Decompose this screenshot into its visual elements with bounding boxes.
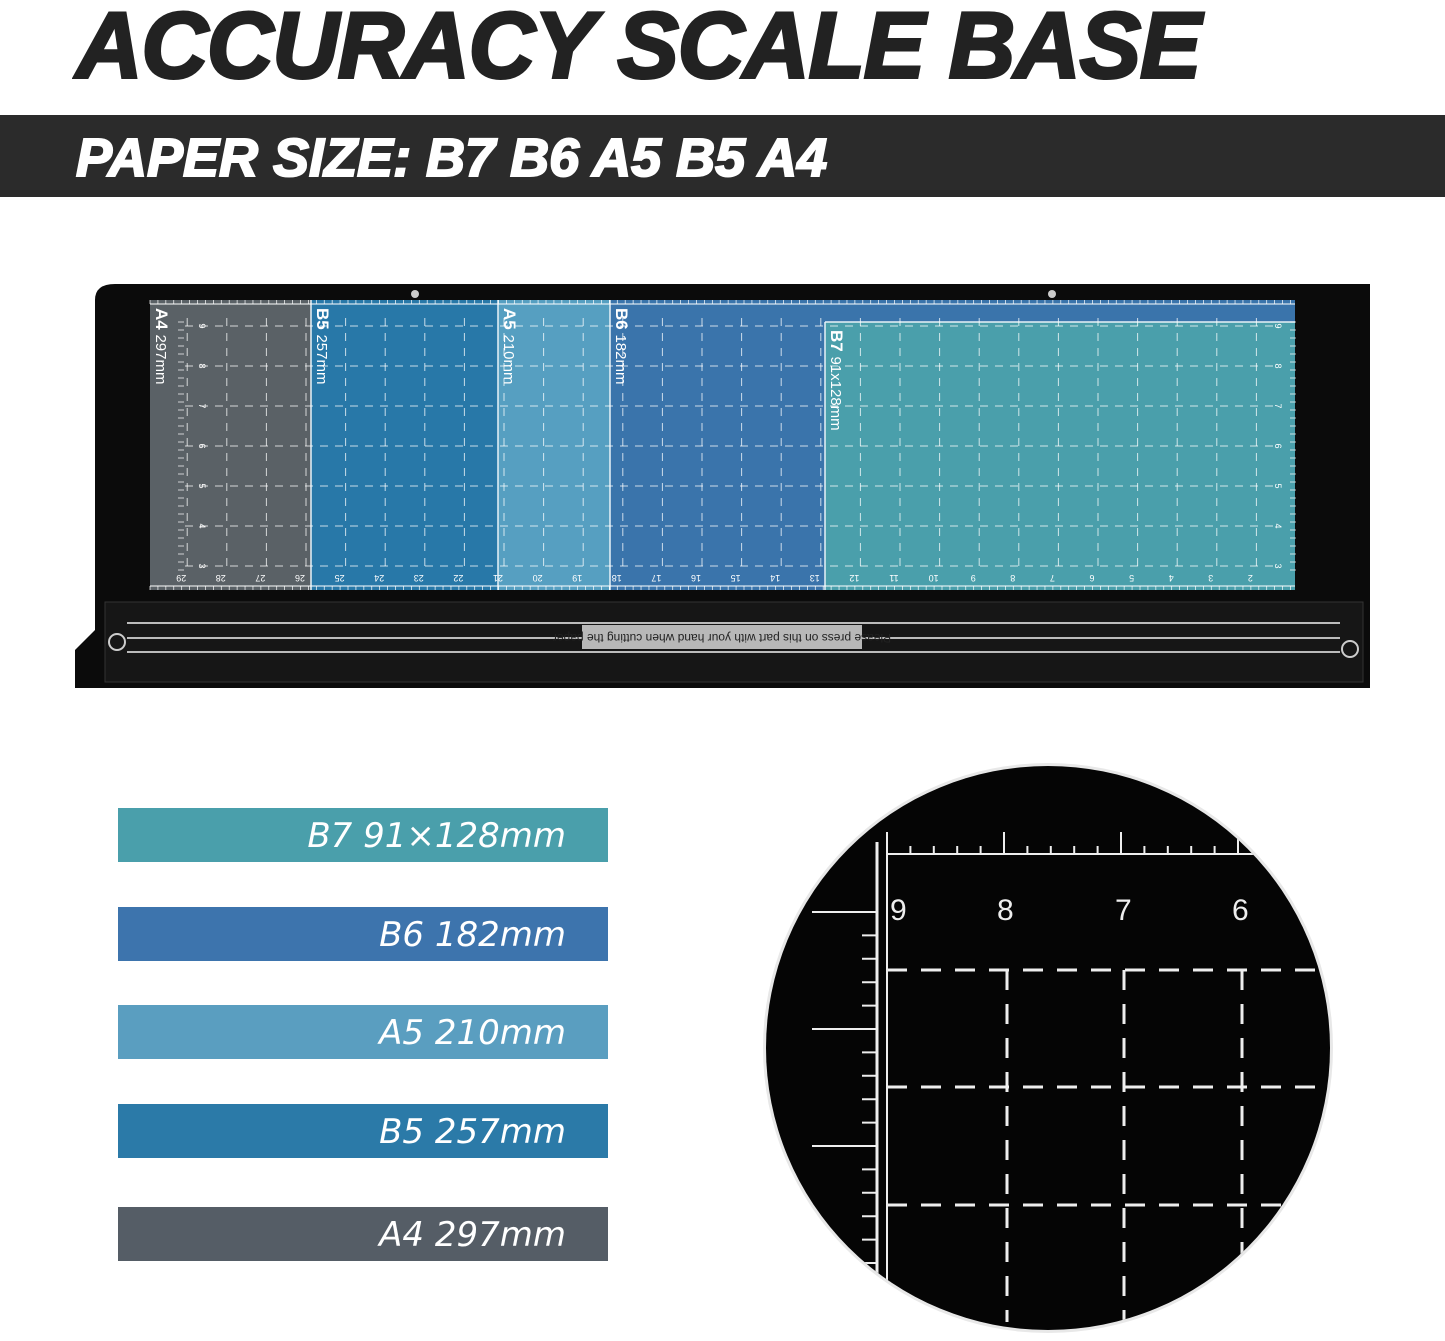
side-scale-label: 3 [197, 563, 207, 568]
side-scale-label: 5 [197, 483, 207, 488]
screw-icon [1341, 640, 1359, 658]
subtitle-band: PAPER SIZE: B7 B6 A5 B5 A4 [0, 115, 1445, 197]
legend-b6: B6 182mm [118, 907, 608, 961]
ruler-scale: 29 28 27 26 25 24 23 22 21 20 19 18 17 16 15 14 13 12 11 10… [149, 300, 1296, 590]
side-scale-label: 7 [1273, 403, 1283, 408]
ruler-tick-label: 24 [374, 573, 384, 583]
paper-size-sections [150, 300, 1295, 590]
side-scale-label: 9 [197, 323, 207, 328]
ruler-tick-label: 2 [1248, 573, 1253, 583]
legend-a5: A5 210mm [118, 1005, 608, 1059]
paper-size-heading: PAPER SIZE: B7 B6 A5 B5 A4 [75, 127, 828, 189]
ruler-tick-label: 23 [414, 573, 424, 583]
section-label-b7: B7 91x128mm [827, 330, 846, 431]
ruler-tick-label: 28 [216, 573, 226, 583]
ruler-tick-label: 12 [849, 573, 859, 583]
ruler-tick-label: 6 [1089, 573, 1094, 583]
ruler-tick-label: 8 [1010, 573, 1015, 583]
side-scale-label: 4 [1273, 523, 1283, 528]
legend-b7: B7 91×128mm [118, 808, 608, 862]
screw-icon [108, 633, 126, 651]
legend-a4: A4 297mm [118, 1207, 608, 1261]
page-title: ACCURACY SCALE BASE [74, 0, 1202, 100]
ruler-tick-label: 17 [651, 573, 661, 583]
side-scale-label: 8 [197, 363, 207, 368]
cutter-base-photo: A4 297mm B5 257mm A5 210mm B6 182mm B7 91x12… [75, 284, 1370, 688]
detail-scale-label: 8 [997, 894, 1014, 927]
ruler-tick-label: 21 [493, 573, 503, 583]
ruler-tick-label: 18 [612, 573, 622, 583]
detail-scale-label: 7 [1115, 894, 1132, 927]
detail-scale-label: 9 [890, 894, 907, 927]
ruler-tick-label: 7 [1050, 573, 1055, 583]
section-label-b6: B6 182mm [612, 308, 631, 385]
ruler-tick-label: 16 [691, 573, 701, 583]
ruler-tick-label: 13 [810, 573, 820, 583]
ruler-tick-label: 26 [295, 573, 305, 583]
side-scale-label: 4 [197, 523, 207, 528]
pin [411, 290, 419, 298]
warning-label: Please press on this part with your hand… [553, 631, 891, 645]
ruler-tick-label: 3 [1208, 573, 1213, 583]
side-scale-label: 7 [197, 403, 207, 408]
ruler-tick-label: 15 [731, 573, 741, 583]
ruler-tick-label: 20 [533, 573, 543, 583]
section-b7 [825, 322, 1295, 590]
side-scale-label: 6 [197, 443, 207, 448]
ruler-tick-label: 5 [1129, 573, 1134, 583]
section-b6 [610, 300, 825, 590]
ruler-tick-label: 22 [453, 573, 463, 583]
side-scale-label: 8 [1273, 363, 1283, 368]
side-scale-label: 3 [1273, 563, 1283, 568]
warning-sticker [582, 625, 862, 649]
section-labels: A4 297mm B5 257mm A5 210mm B6 182mm B7 91x12… [152, 308, 846, 431]
scale-detail-magnifier: 9 8 7 6 [763, 763, 1333, 1333]
ruler-tick-label: 11 [889, 573, 898, 583]
grid-lines [185, 318, 1275, 568]
ruler-tick-label: 9 [971, 573, 976, 583]
ruler-tick-label: 19 [572, 573, 582, 583]
legend-b5: B5 257mm [118, 1104, 608, 1158]
ruler-tick-label: 10 [929, 573, 939, 583]
section-a5 [498, 300, 610, 590]
side-scale-label: 5 [1273, 483, 1283, 488]
section-label-a4: A4 297mm [152, 308, 171, 385]
ruler-tick-label: 29 [176, 573, 186, 583]
ruler-tick-label: 27 [255, 573, 265, 583]
section-label-a5: A5 210mm [500, 308, 519, 385]
section-b5 [311, 300, 498, 590]
side-scale-label: 6 [1273, 443, 1283, 448]
section-a4 [150, 300, 311, 590]
ruler-tick-label: 14 [770, 573, 780, 583]
side-scale-label: 9 [1273, 323, 1283, 328]
pin [1048, 290, 1056, 298]
ruler-tick-label: 25 [335, 573, 345, 583]
detail-scale-label: 6 [1232, 894, 1249, 927]
ruler-tick-label: 4 [1169, 573, 1174, 583]
section-label-b5: B5 257mm [313, 308, 332, 385]
